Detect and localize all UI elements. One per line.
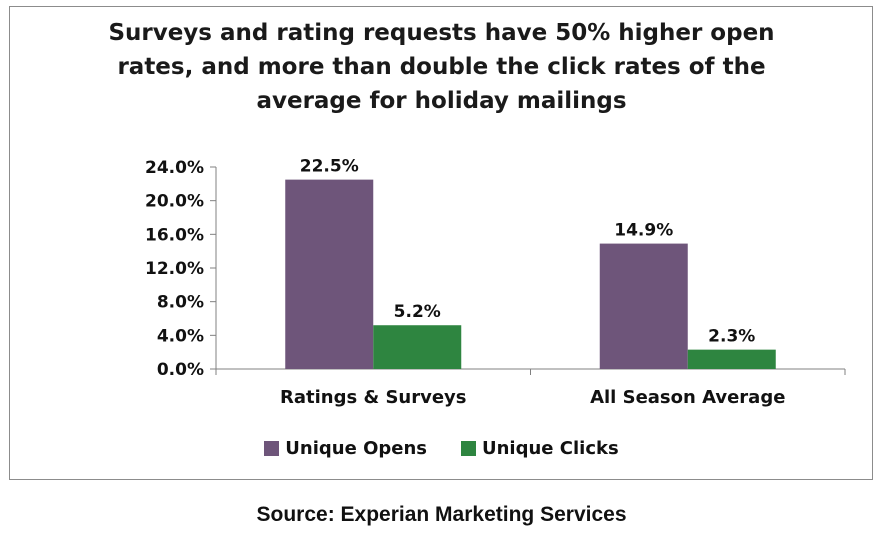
- legend: Unique Opens Unique Clicks: [0, 438, 883, 459]
- legend-label-opens: Unique Opens: [285, 438, 427, 459]
- y-tick-label: 12.0%: [145, 259, 204, 279]
- legend-item-unique-opens: Unique Opens: [264, 438, 427, 459]
- data-label: 2.3%: [708, 327, 755, 347]
- legend-label-clicks: Unique Clicks: [482, 438, 619, 459]
- x-category-label: All Season Average: [590, 387, 785, 408]
- y-tick-label: 16.0%: [145, 225, 204, 245]
- x-category-label: Ratings & Surveys: [280, 387, 466, 408]
- y-tick-label: 0.0%: [157, 360, 204, 380]
- bar-clicks: [687, 349, 776, 369]
- bar-clicks: [373, 325, 462, 369]
- legend-item-unique-clicks: Unique Clicks: [461, 438, 619, 459]
- chart-title-line: rates, and more than double the click ra…: [117, 54, 766, 80]
- chart-frame: [9, 6, 873, 480]
- y-tick-label: 8.0%: [157, 293, 204, 313]
- y-tick-label: 24.0%: [145, 158, 204, 178]
- y-tick-label: 4.0%: [157, 326, 204, 346]
- source-caption: Source: Experian Marketing Services: [256, 503, 627, 526]
- bar-opens: [285, 179, 374, 369]
- chart-title: Surveys and rating requests have 50% hig…: [20, 16, 863, 118]
- y-tick-label: 20.0%: [145, 192, 204, 212]
- chart-title-line: average for holiday mailings: [256, 88, 627, 114]
- legend-swatch-opens: [264, 441, 280, 456]
- legend-swatch-clicks: [461, 441, 476, 456]
- chart-title-line: Surveys and rating requests have 50% hig…: [108, 20, 775, 46]
- data-label: 22.5%: [300, 157, 359, 177]
- bar-opens: [599, 243, 688, 369]
- data-label: 5.2%: [394, 302, 441, 322]
- data-label: 14.9%: [614, 221, 673, 241]
